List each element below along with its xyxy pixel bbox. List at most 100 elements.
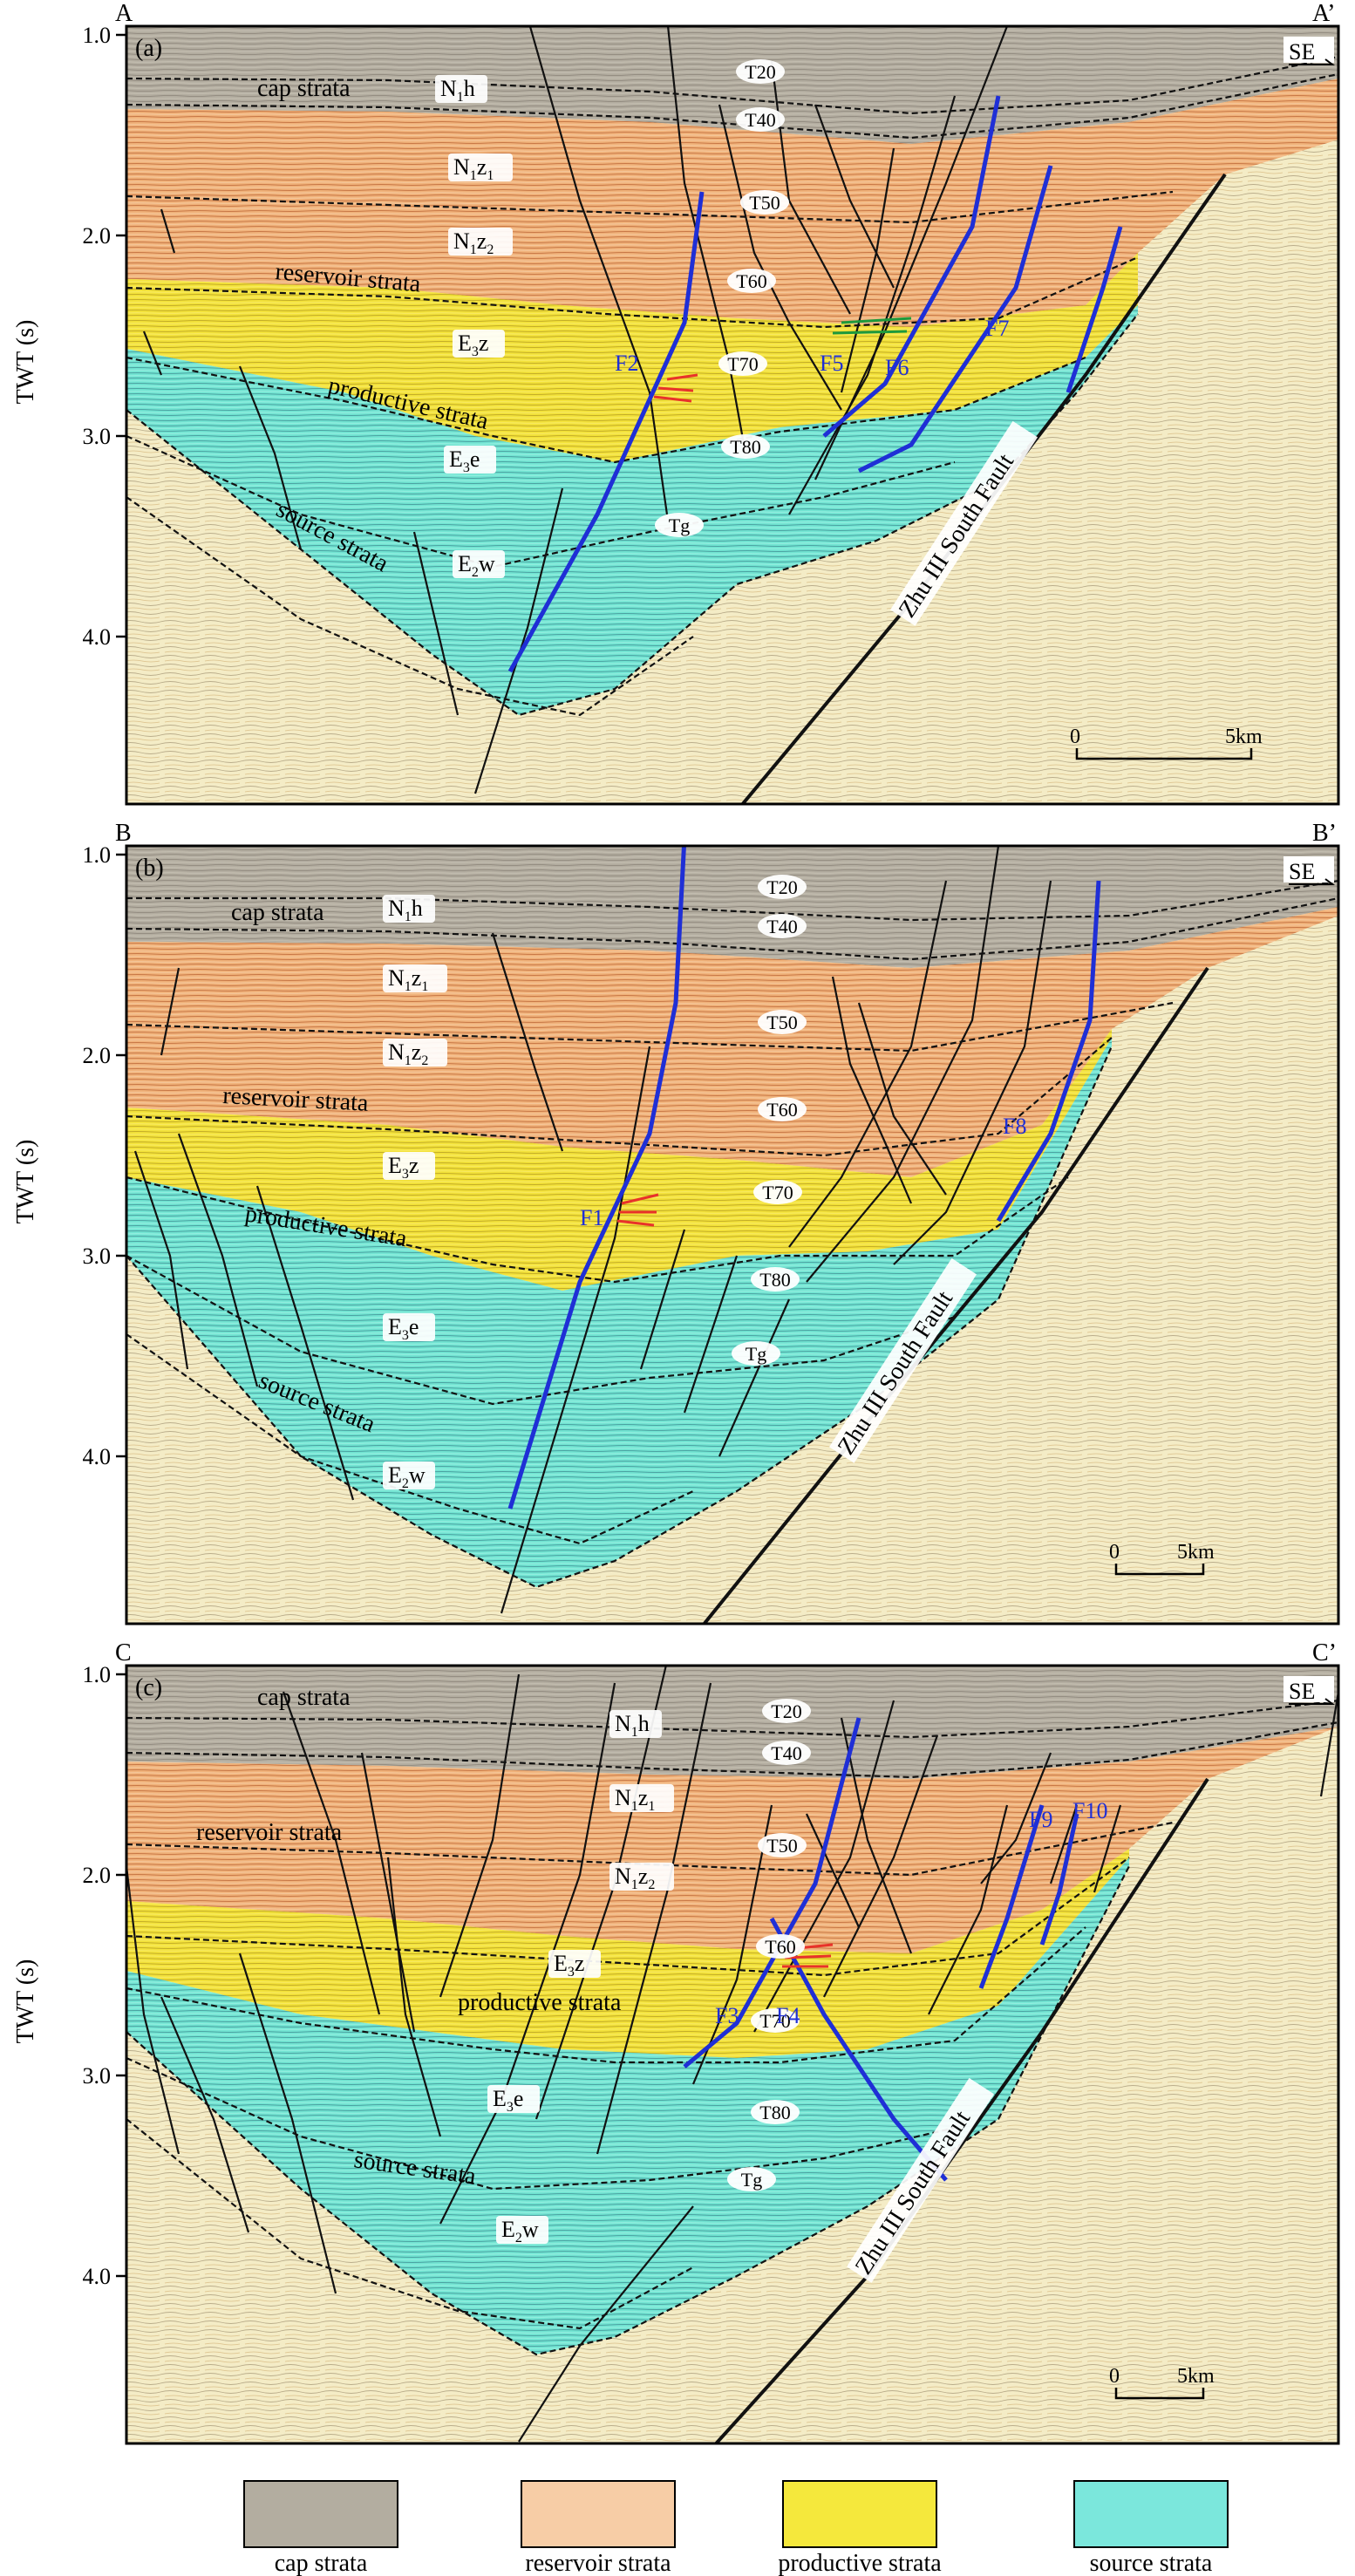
scale-length: 5km [1225, 726, 1263, 748]
horizon-label: T40 [771, 1742, 801, 1764]
svg-text:N1h: N1h [440, 76, 475, 105]
horizon-label: T60 [736, 270, 766, 292]
panel-tag: (b) [135, 855, 164, 882]
fault-line [718, 104, 842, 411]
fault-line [160, 967, 180, 1056]
svg-text:N1z2: N1z2 [388, 1039, 428, 1068]
y-tick-label: 3.0 [83, 424, 112, 449]
scale-bar: 0 5km [1109, 1541, 1215, 1576]
fault-line [177, 1133, 259, 1387]
horizon-label: T20 [766, 876, 797, 898]
y-axis-label: TWT (s) [12, 320, 39, 405]
fault-line [126, 1865, 180, 2155]
fault-line [386, 1857, 442, 2137]
fault-line [683, 1255, 739, 1414]
horizon-line-T70 [126, 1926, 1086, 2064]
unit-label: productive strata [458, 1989, 622, 2016]
fault-line [639, 1229, 686, 1370]
scale-length: 5km [1177, 1541, 1215, 1564]
fault-label: F3 [715, 2003, 739, 2028]
legend-item: reservoir strata [521, 2480, 676, 2576]
unit-label: N1h [435, 75, 487, 105]
horizon-label: T80 [759, 2102, 790, 2123]
svg-text:cap strata: cap strata [231, 899, 324, 926]
horizon-label: T70 [727, 353, 758, 375]
fault-line [160, 208, 176, 254]
key-fault-line [978, 1804, 1045, 1989]
fault-line [753, 1700, 895, 2033]
horizon-label: T70 [759, 2010, 790, 2032]
panel-2: 1.0 2.0 3.0 4.0 TWT (s) B B’ (b) SE cap strata N1h… [12, 820, 1340, 1625]
fault-line [718, 1298, 791, 1457]
unit-label: reservoir strata [196, 1819, 343, 1846]
fault-line [1049, 1804, 1079, 1884]
horizon-label: T50 [766, 1012, 797, 1033]
scale-bar: 0 5km [1070, 726, 1263, 760]
svg-text:N1h: N1h [615, 1711, 650, 1740]
unit-label: N1z1 [448, 153, 513, 183]
svg-text:N1z1: N1z1 [453, 154, 494, 183]
horizon-line-T60 [126, 1857, 1130, 1977]
fault-label: F6 [885, 355, 909, 380]
y-axis-label: TWT (s) [12, 1959, 39, 2044]
horizon-label: T20 [745, 61, 775, 83]
fault-line [160, 1996, 250, 2233]
fault-line [823, 1734, 939, 1998]
line-start-label: A [115, 0, 133, 27]
fault-line [857, 1002, 947, 1196]
horizon-label: Tg [741, 2169, 762, 2191]
panel-tag: (a) [135, 35, 162, 62]
svg-text:reservoir strata: reservoir strata [196, 1819, 343, 1846]
unit-label: cap strata [257, 1684, 351, 1711]
fault-line [928, 1804, 1009, 2015]
fault-line [282, 1691, 381, 2015]
svg-text:cap strata: cap strata [257, 75, 351, 102]
svg-text:cap strata: cap strata [257, 1684, 351, 1711]
red-reflector [616, 1219, 655, 1227]
fault-line [806, 846, 1000, 1283]
fault-line [788, 95, 957, 515]
unit-label: E2w [383, 1462, 435, 1491]
horizon-line-T70 [126, 1176, 1069, 1284]
fault-line [360, 1752, 416, 2033]
fault-label: F5 [820, 351, 843, 376]
key-fault-line [857, 165, 1053, 474]
fault-label: F7 [985, 316, 1009, 341]
horizon-line-T80 [126, 2056, 956, 2191]
horizon-line-T60 [126, 256, 1139, 329]
fault-line [500, 1046, 651, 1614]
green-reflector [832, 330, 908, 335]
red-reflector [653, 395, 692, 403]
unit-label: E2w [453, 550, 505, 580]
y-tick-label: 1.0 [83, 842, 112, 868]
fault-line [439, 1673, 521, 1998]
svg-text:E3z: E3z [554, 1951, 584, 1980]
y-tick-label: 3.0 [83, 2063, 112, 2089]
key-fault-line [1066, 226, 1123, 393]
fault-line [806, 1813, 860, 1928]
unit-label: E3e [383, 1313, 435, 1343]
direction-arrow-icon [1289, 1698, 1335, 1705]
horizon-label: T50 [766, 1835, 797, 1857]
horizon-label: T80 [730, 436, 760, 458]
key-fault-line [507, 191, 705, 673]
direction-arrow-icon [1289, 878, 1335, 885]
fault-line [528, 26, 669, 515]
legend-item: cap strata [243, 2480, 398, 2576]
horizon-line-T60 [126, 1037, 1113, 1157]
svg-text:N1h: N1h [388, 896, 423, 924]
unit-label: cap strata [231, 899, 324, 926]
red-reflector [657, 386, 694, 392]
scale-length: 5km [1177, 2365, 1215, 2388]
svg-text:E3e: E3e [449, 446, 480, 475]
y-tick-label: 2.0 [83, 1043, 112, 1068]
unit-label: N1z2 [609, 1863, 674, 1892]
unit-label: E3z [383, 1152, 435, 1182]
horizon-line-T50 [126, 1001, 1174, 1053]
red-reflector [784, 1954, 832, 1959]
y-tick-label: 2.0 [83, 223, 112, 249]
key-fault-line [507, 846, 686, 1509]
y-tick-label: 4.0 [83, 1444, 112, 1469]
fault-line [893, 880, 1052, 1265]
